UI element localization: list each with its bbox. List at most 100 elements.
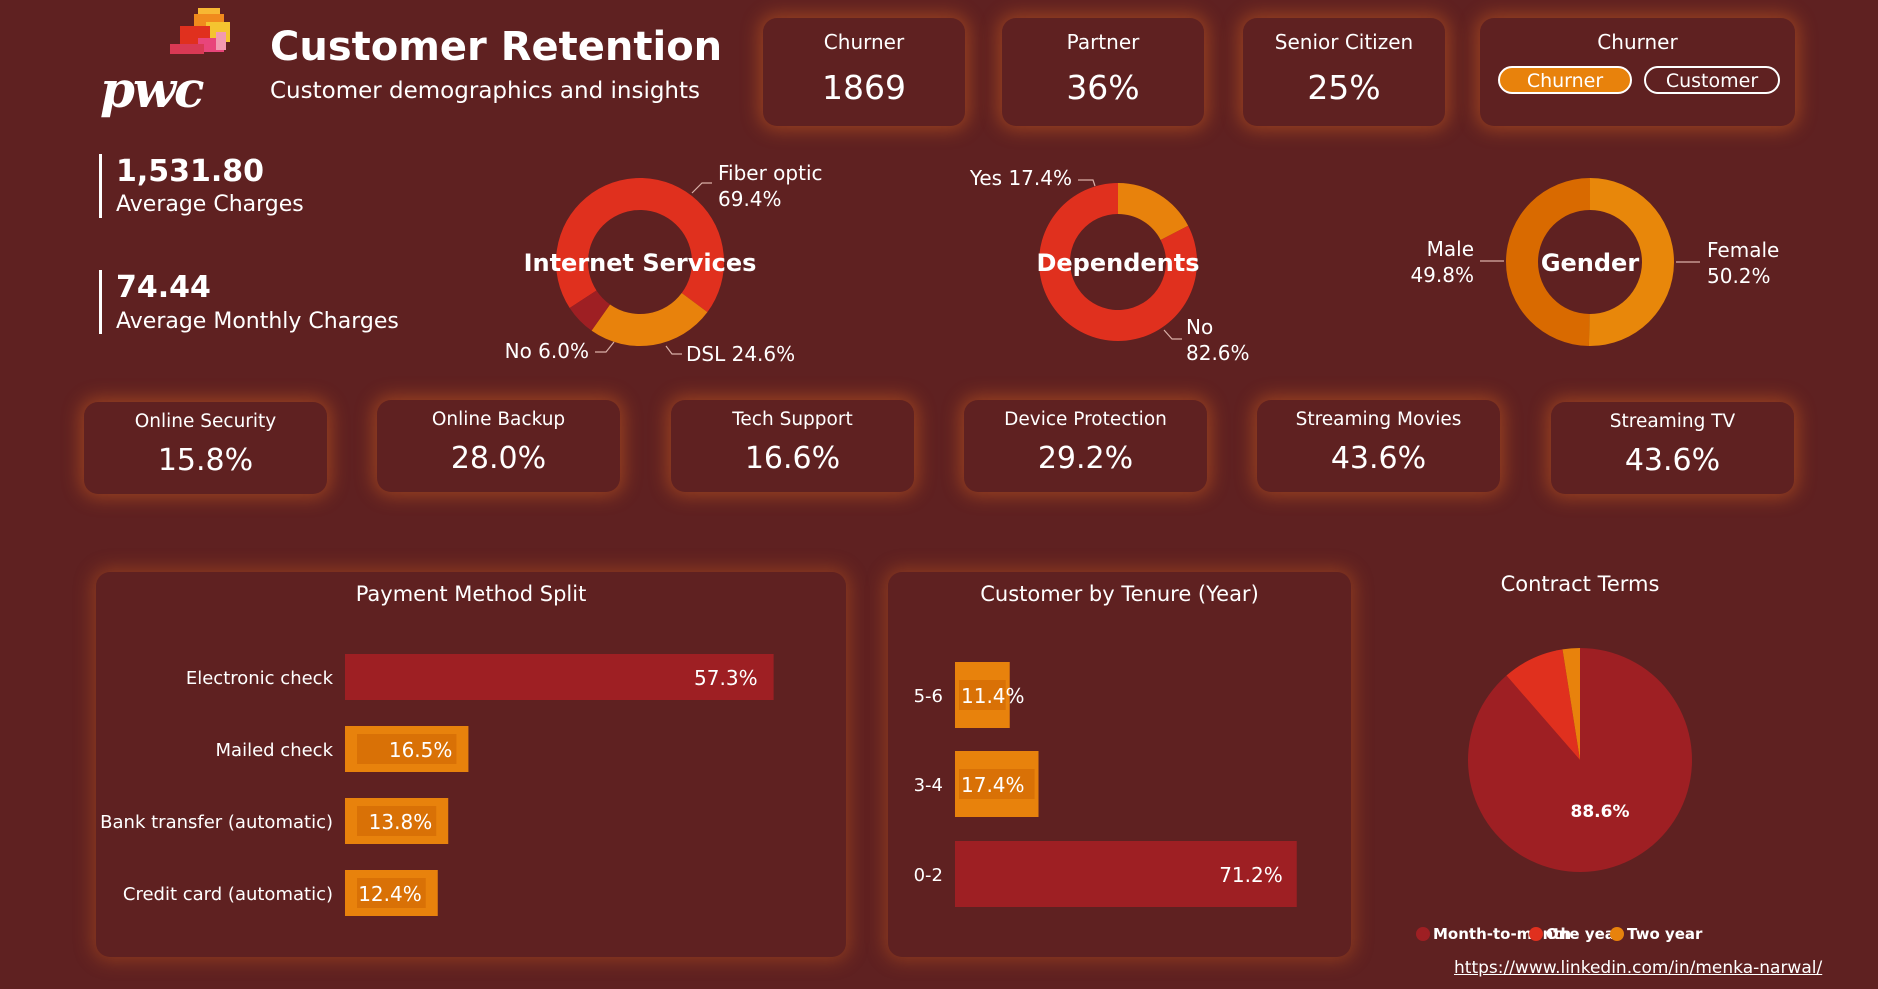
contract-month-value-label: 88.6% (1571, 802, 1630, 822)
payment-bar-label-bg (357, 734, 457, 764)
tenure-value-label: 71.2% (1219, 863, 1283, 887)
payment-value-label: 57.3% (694, 666, 758, 690)
logo-text: pwc (100, 60, 204, 119)
dependents-yes-label: Yes 17.4% (969, 166, 1072, 190)
tenure-bar[interactable] (955, 841, 1297, 907)
payment-value-label: 16.5% (389, 738, 453, 762)
average-monthly-label: Average Monthly Charges (116, 309, 399, 334)
filter-label: Churner (1597, 30, 1678, 54)
tenure-title: Customer by Tenure (Year) (980, 582, 1259, 606)
service-label: Device Protection (1004, 409, 1167, 430)
payment-category-label: Credit card (automatic) (123, 884, 333, 905)
service-value: 43.6% (1624, 443, 1721, 478)
churner-filter-card: Churner Churner Customer (1480, 18, 1795, 126)
payment-method-chart: Electronic check 57.3% Mailed check 16.5% Ba… (100, 654, 774, 916)
kpi-card-senior-citizen: Senior Citizen 25% (1243, 18, 1445, 126)
kpi-card-churner: Churner 1869 (763, 18, 965, 126)
tenure-chart: 5-6 11.4% 3-4 17.4% 0-2 71.2% (914, 662, 1297, 907)
tenure-bar-label-bg (959, 680, 1006, 710)
payment-category-label: Bank transfer (automatic) (100, 812, 333, 833)
internet-services-title: Internet Services (524, 249, 757, 277)
page-subtitle: Customer demographics and insights (270, 78, 701, 104)
service-card-tech-support: Tech Support 16.6% (671, 400, 914, 492)
internet-services-slice-fiber-optic[interactable] (556, 178, 724, 313)
service-card-online-backup: Online Backup 28.0% (377, 400, 620, 492)
gender-title: Gender (1541, 249, 1640, 277)
gender-female-label: Female (1707, 238, 1779, 262)
contract-slice-one-year[interactable] (1506, 649, 1580, 760)
linkedin-link[interactable]: https://www.linkedin.com/in/menka-narwal… (1454, 958, 1823, 978)
gender-slice-male[interactable] (1505, 177, 1590, 346)
internet-dsl-label: DSL 24.6% (686, 342, 795, 366)
legend-marker (1610, 927, 1624, 941)
average-charges-label: Average Charges (116, 192, 304, 217)
payment-bar-label-bg (357, 878, 426, 908)
service-card-streaming-movies: Streaming Movies 43.6% (1257, 400, 1500, 492)
internet-fiber-label: 69.4% (718, 187, 782, 211)
tenure-bar-label-bg (959, 769, 1035, 799)
service-label: Streaming Movies (1295, 409, 1462, 430)
kpi-value: 36% (1066, 68, 1140, 107)
tenure-panel: Customer by Tenure (Year) 5-6 11.4% 3-4 17.… (888, 572, 1351, 957)
filter-option-churner[interactable]: Churner (1498, 66, 1632, 94)
leader-line (691, 182, 712, 194)
tenure-category-label: 5-6 (914, 686, 943, 707)
payment-value-label: 13.8% (369, 810, 433, 834)
dependents-title: Dependents (1036, 249, 1199, 277)
dependents-slice-yes[interactable] (1118, 183, 1189, 240)
pwc-logo-mark (170, 8, 230, 54)
gender-female-label: 50.2% (1707, 264, 1771, 288)
kpi-value: 1869 (822, 68, 906, 107)
dependents-slice-no[interactable] (1039, 183, 1197, 342)
gender-slice-female[interactable] (1588, 178, 1674, 346)
average-charges-value: 1,531.80 (116, 154, 265, 189)
payment-bar[interactable] (345, 654, 774, 700)
contract-terms-title: Contract Terms (1500, 572, 1660, 596)
tenure-value-label: 17.4% (961, 773, 1025, 797)
dependents-no-label: No (1186, 315, 1213, 339)
legend-marker (1416, 927, 1430, 941)
internet-no-label: No 6.0% (505, 339, 589, 363)
service-value: 16.6% (744, 441, 841, 476)
leader-line (665, 345, 682, 355)
service-value: 28.0% (450, 441, 547, 476)
gender-male-label: 49.8% (1410, 263, 1474, 287)
service-card-device-protection: Device Protection 29.2% (964, 400, 1207, 492)
kpi-label: Senior Citizen (1274, 30, 1414, 54)
page-title: Customer Retention (270, 24, 723, 70)
tenure-value-label: 11.4% (961, 684, 1025, 708)
service-label: Streaming TV (1609, 411, 1736, 432)
payment-value-label: 12.4% (358, 882, 422, 906)
service-card-online-security: Online Security 15.8% (84, 402, 327, 494)
service-label: Online Backup (431, 409, 566, 430)
service-value: 43.6% (1330, 441, 1427, 476)
dependents-no-label: 82.6% (1186, 341, 1250, 365)
average-monthly-value: 74.44 (116, 270, 211, 305)
leader-line (595, 341, 615, 353)
tenure-category-label: 0-2 (914, 865, 943, 886)
service-value: 15.8% (157, 443, 254, 478)
kpi-value: 25% (1307, 68, 1381, 107)
kpi-label: Partner (1066, 30, 1140, 54)
legend-marker (1529, 927, 1543, 941)
legend-label[interactable]: One year (1546, 925, 1623, 943)
contract-slice-two-year[interactable] (1562, 648, 1580, 760)
pwc-logo: pwc (98, 4, 258, 124)
filter-option-customer[interactable]: Customer (1644, 66, 1780, 94)
service-card-streaming-tv: Streaming TV 43.6% (1551, 402, 1794, 494)
kpi-card-partner: Partner 36% (1002, 18, 1204, 126)
internet-fiber-label: Fiber optic (718, 161, 823, 185)
average-charges-divider (99, 154, 102, 218)
legend-label[interactable]: Two year (1627, 925, 1703, 943)
internet-services-slice-no[interactable] (569, 290, 611, 331)
payment-bar-label-bg (357, 806, 437, 836)
internet-services-slice-dsl[interactable] (591, 293, 708, 347)
payment-method-panel: Payment Method Split Electronic check 57.… (96, 572, 846, 957)
average-monthly-divider (99, 270, 102, 334)
tenure-category-label: 3-4 (914, 775, 943, 796)
service-value: 29.2% (1037, 441, 1134, 476)
kpi-label: Churner (823, 30, 905, 54)
service-label: Online Security (134, 411, 277, 432)
